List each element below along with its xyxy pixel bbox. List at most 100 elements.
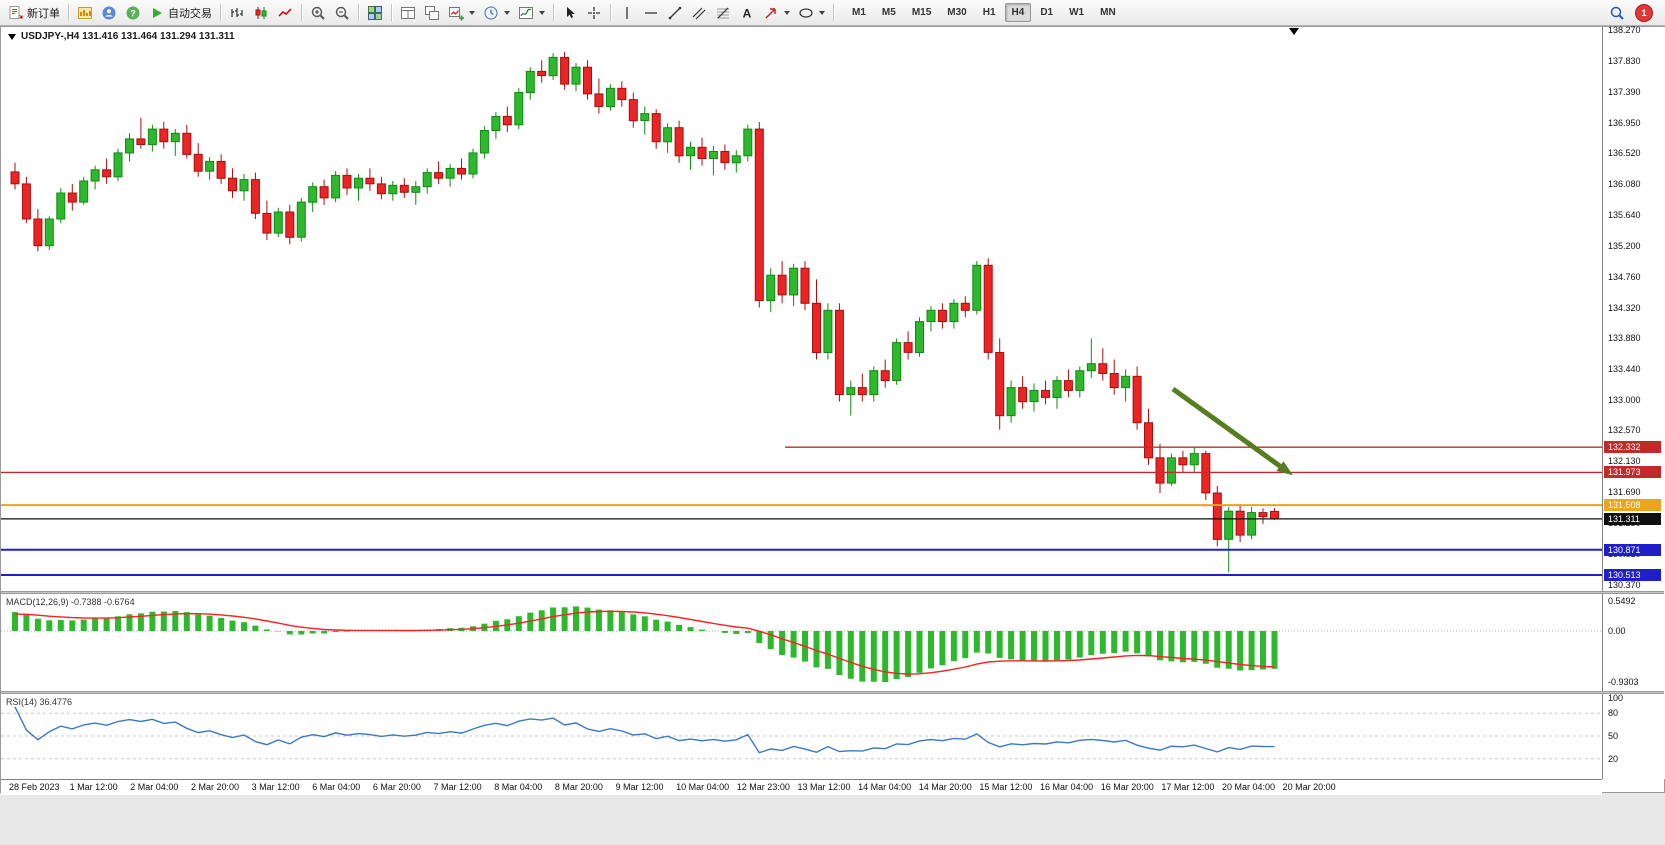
time-axis-label: 2 Mar 20:00 — [190, 782, 239, 792]
time-axis-label: 8 Mar 04:00 — [494, 782, 543, 792]
price-axis[interactable]: 138.270 137.830 137.390 136.950 136.520 136.0… — [1602, 25, 1665, 779]
line-chart-button[interactable] — [273, 2, 297, 24]
toolbar-separator — [833, 4, 834, 21]
shapes-tool[interactable] — [794, 2, 829, 24]
search-button[interactable] — [1605, 2, 1629, 24]
toolbar-separator — [610, 4, 611, 21]
price-axis-label: 134.320 — [1608, 302, 1641, 313]
macd-axis-label: -0.9303 — [1608, 677, 1639, 688]
charts-button[interactable] — [73, 2, 97, 24]
chevron-down-icon — [469, 10, 475, 15]
notification-count: 1 — [1641, 7, 1647, 18]
zoom-out-icon — [335, 6, 349, 20]
line-chart-icon — [278, 7, 292, 17]
cursor-button[interactable] — [558, 2, 582, 24]
toolbar-right: 1 — [1605, 2, 1661, 24]
time-axis-label: 3 Mar 12:00 — [251, 782, 300, 792]
profile-button[interactable] — [97, 2, 121, 24]
trendline-icon — [668, 6, 682, 19]
time-axis-label: 10 Mar 04:00 — [676, 782, 730, 792]
toolbar-separator — [358, 4, 359, 21]
rsi-axis-label: 100 — [1608, 693, 1624, 703]
cascade-windows-button[interactable] — [420, 2, 444, 24]
horizontal-line-tool[interactable] — [639, 2, 663, 24]
toolbar-separator — [220, 4, 221, 21]
time-axis-label: 16 Mar 04:00 — [1040, 782, 1094, 792]
tile-windows-button[interactable] — [363, 2, 387, 24]
fibonacci-tool[interactable] — [711, 2, 735, 24]
toolbar: 新订单 ? 自动交易 — [0, 0, 1665, 26]
channel-tool[interactable] — [687, 2, 711, 24]
zoom-in-icon — [311, 6, 325, 20]
macd-panel-canvas[interactable] — [1, 594, 1602, 691]
chart-collapse-icon[interactable] — [8, 33, 16, 40]
timeframe-m1[interactable]: M1 — [845, 3, 873, 22]
charts-icon — [78, 6, 92, 19]
time-axis-label: 8 Mar 20:00 — [554, 782, 603, 792]
arrange-windows-button[interactable] — [396, 2, 420, 24]
notification-badge[interactable]: 1 — [1635, 3, 1653, 22]
indicators-icon — [519, 6, 533, 19]
price-badge: 131.508 — [1604, 499, 1661, 512]
timeframe-toolbar: M1 M5 M15 M30 H1 H4 D1 W1 MN — [844, 3, 1124, 22]
time-axis-label: 6 Mar 20:00 — [372, 782, 421, 792]
help-button[interactable]: ? — [121, 2, 145, 24]
chart-title: USDJPY-,H4 131.416 131.464 131.294 131.3… — [8, 31, 235, 42]
timeframe-mn[interactable]: MN — [1093, 3, 1123, 22]
rsi-panel-canvas[interactable] — [1, 694, 1602, 779]
price-axis-label: 133.000 — [1608, 395, 1641, 406]
timeframe-d1[interactable]: D1 — [1033, 3, 1060, 22]
time-axis-label: 15 Mar 12:00 — [979, 782, 1033, 792]
macd-axis-label: 0.5492 — [1608, 595, 1636, 606]
time-axis-label: 20 Mar 04:00 — [1222, 782, 1276, 792]
price-chart-canvas[interactable] — [1, 27, 1602, 591]
toolbar-separator — [68, 4, 69, 21]
arrows-tool[interactable] — [759, 2, 794, 24]
new-order-icon — [9, 5, 23, 19]
timeframe-m30[interactable]: M30 — [940, 3, 973, 22]
panel-splitter[interactable] — [1, 691, 1664, 694]
autotrading-button[interactable]: 自动交易 — [145, 2, 216, 24]
macd-label: MACD(12,26,9) -0.7388 -0.6764 — [6, 597, 135, 607]
horizontal-line-icon — [645, 11, 657, 14]
timeframe-m5[interactable]: M5 — [875, 3, 903, 22]
chevron-down-icon — [539, 10, 545, 15]
time-axis-label: 16 Mar 20:00 — [1100, 782, 1154, 792]
crosshair-button[interactable] — [582, 2, 606, 24]
time-axis-label: 14 Mar 04:00 — [858, 782, 912, 792]
new-chart-button[interactable] — [444, 2, 479, 24]
search-icon — [1610, 6, 1624, 20]
text-tool[interactable]: A — [735, 2, 759, 24]
time-axis[interactable]: 28 Feb 2023 1 Mar 12:00 2 Mar 04:00 2 Mar 2… — [1, 779, 1602, 795]
chart-shift-marker[interactable] — [1289, 28, 1299, 35]
candlestick-button[interactable] — [249, 2, 273, 24]
bar-chart-button[interactable] — [225, 2, 249, 24]
timeframe-h4[interactable]: H4 — [1004, 3, 1032, 22]
rsi-label: RSI(14) 36.4776 — [6, 697, 73, 707]
indicators-button[interactable] — [514, 2, 549, 24]
price-axis-label: 136.080 — [1608, 178, 1641, 189]
price-badge: 131.973 — [1604, 466, 1661, 479]
trend-arrow-object — [1171, 386, 1293, 476]
timeframe-h1[interactable]: H1 — [976, 3, 1003, 22]
trendline-tool[interactable] — [663, 2, 687, 24]
timeframe-w1[interactable]: W1 — [1062, 3, 1091, 22]
time-axis-label: 2 Mar 04:00 — [130, 782, 179, 792]
time-axis-label: 1 Mar 12:00 — [69, 782, 118, 792]
zoom-out-button[interactable] — [330, 2, 354, 24]
autotrading-icon — [153, 7, 162, 18]
rsi-axis-label: 80 — [1608, 708, 1619, 719]
price-axis-label: 137.830 — [1608, 55, 1641, 66]
periods-button[interactable] — [479, 2, 514, 24]
panel-splitter[interactable] — [1, 591, 1664, 594]
help-icon: ? — [126, 6, 140, 19]
price-axis-label: 137.390 — [1608, 86, 1641, 97]
new-chart-icon — [449, 6, 464, 20]
new-order-button[interactable]: 新订单 — [4, 2, 64, 24]
timeframe-m15[interactable]: M15 — [905, 3, 938, 22]
time-axis-label: 17 Mar 12:00 — [1161, 782, 1215, 792]
zoom-in-button[interactable] — [306, 2, 330, 24]
time-axis-label: 13 Mar 12:00 — [797, 782, 851, 792]
channel-icon — [692, 7, 706, 19]
vertical-line-tool[interactable] — [615, 2, 639, 24]
